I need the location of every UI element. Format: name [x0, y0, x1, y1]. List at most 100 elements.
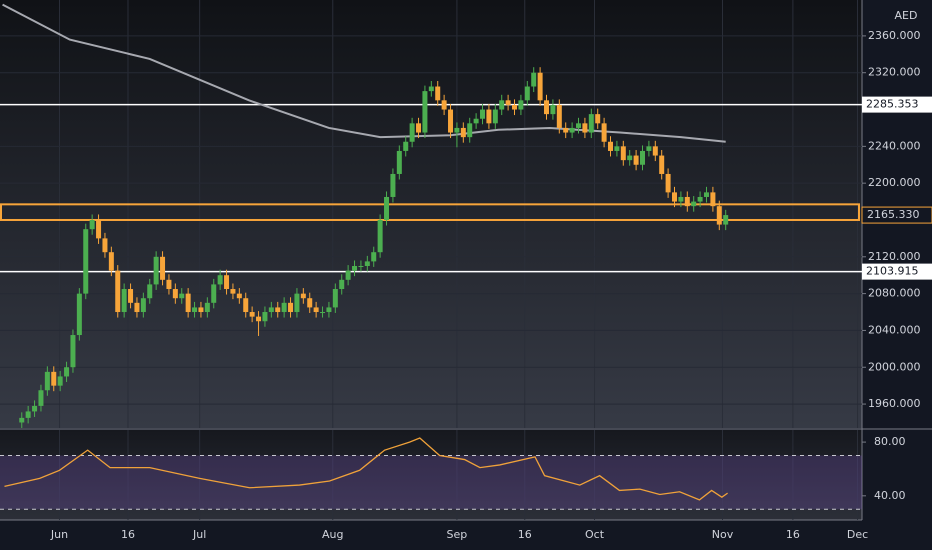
currency-label: AED — [895, 9, 918, 22]
candle-body — [671, 192, 677, 202]
x-tick-label: Jun — [50, 528, 68, 541]
candle-body — [57, 376, 63, 386]
candle-body — [467, 123, 473, 138]
candle-body — [646, 146, 652, 151]
candle-body — [492, 109, 498, 124]
last-price-tag — [861, 206, 932, 224]
candle-body — [569, 127, 575, 133]
candle-body — [608, 141, 614, 151]
x-tick-label: Dec — [847, 528, 868, 541]
candle-body — [505, 100, 511, 105]
candle-body — [198, 307, 204, 313]
x-tick-label: Aug — [322, 528, 343, 541]
candle-body — [358, 266, 364, 268]
candle-body — [121, 289, 127, 313]
candle-body — [723, 215, 729, 225]
candle-body — [563, 127, 569, 133]
candle-body — [633, 155, 639, 165]
candle-body — [262, 312, 268, 322]
candle-body — [377, 219, 383, 253]
candle-body — [25, 411, 31, 418]
candle-body — [684, 196, 690, 207]
time-axis — [0, 520, 862, 550]
x-tick-label: 16 — [518, 528, 532, 541]
candle-body — [352, 266, 358, 271]
candle-body — [601, 123, 607, 142]
candle-body — [217, 275, 223, 285]
candle-body — [454, 127, 460, 133]
candle-body — [166, 279, 172, 290]
candle-body — [691, 201, 697, 207]
candle-body — [268, 307, 274, 313]
candle-body — [384, 196, 390, 220]
level-tag — [862, 96, 932, 113]
y-tick-label: 2200.000 — [868, 176, 921, 189]
candle-body — [416, 123, 422, 133]
candle-body — [550, 104, 556, 115]
candle-body — [652, 146, 658, 156]
x-tick-label: Nov — [712, 528, 734, 541]
candle-body — [140, 298, 146, 313]
candle-body — [307, 298, 313, 308]
last-price-label: 2165.330 — [867, 208, 920, 221]
candle-body — [102, 238, 108, 253]
candle-body — [537, 72, 543, 101]
candle-body — [364, 261, 370, 267]
y-tick-label: 2000.000 — [868, 360, 921, 373]
candle-body — [115, 270, 121, 313]
candle-body — [76, 293, 82, 336]
candle-body — [211, 284, 217, 303]
candle-body — [185, 293, 191, 313]
candle-body — [51, 371, 57, 386]
candle-body — [44, 371, 50, 391]
candle-body — [275, 307, 281, 313]
candle-body — [83, 229, 89, 294]
candle-body — [409, 123, 415, 142]
candle-body — [153, 256, 159, 285]
candle-body — [390, 173, 396, 197]
level-tag — [862, 263, 932, 280]
moving-average — [2, 3, 726, 143]
y-tick-label: 2240.000 — [868, 139, 921, 152]
candle-body — [108, 252, 114, 271]
candle-body — [300, 293, 306, 299]
rsi-band — [0, 455, 862, 510]
candle-body — [332, 289, 338, 308]
candle-body — [524, 86, 530, 101]
candle-body — [249, 312, 255, 317]
x-tick-label: 16 — [121, 528, 135, 541]
candle-body — [588, 114, 594, 133]
candle-body — [96, 219, 102, 239]
candle-body — [128, 289, 134, 303]
candle-body — [473, 118, 479, 124]
candle-body — [313, 307, 319, 313]
candle-body — [556, 104, 562, 128]
candle-body — [703, 192, 709, 197]
x-tick-label: 16 — [786, 528, 800, 541]
level-tag-label: 2285.353 — [866, 98, 919, 111]
candle-body — [576, 123, 582, 128]
candle-body — [256, 316, 262, 322]
candle-body — [19, 417, 25, 423]
candle-body — [339, 279, 345, 290]
candle-body — [582, 123, 588, 133]
rsi-pane — [0, 430, 862, 520]
candle-body — [89, 219, 95, 230]
y-tick-label: 2320.000 — [868, 66, 921, 79]
y-tick-label: 2120.000 — [868, 250, 921, 263]
candle-body — [697, 196, 703, 202]
rsi-line — [4, 437, 728, 501]
candle-body — [371, 252, 377, 262]
candle-body — [480, 109, 486, 119]
candle-body — [710, 192, 716, 207]
candle-body — [614, 146, 620, 151]
y-tick-label: 2360.000 — [868, 29, 921, 42]
candle-body — [320, 312, 326, 314]
candle-body — [544, 100, 550, 115]
x-tick-label: Sep — [447, 528, 468, 541]
y-tick-label: 1960.000 — [868, 397, 921, 410]
y-tick-label: 2040.000 — [868, 323, 921, 336]
candle-body — [531, 72, 537, 87]
candle-body — [345, 270, 351, 280]
rsi-tick-label: 40.00 — [874, 489, 906, 502]
